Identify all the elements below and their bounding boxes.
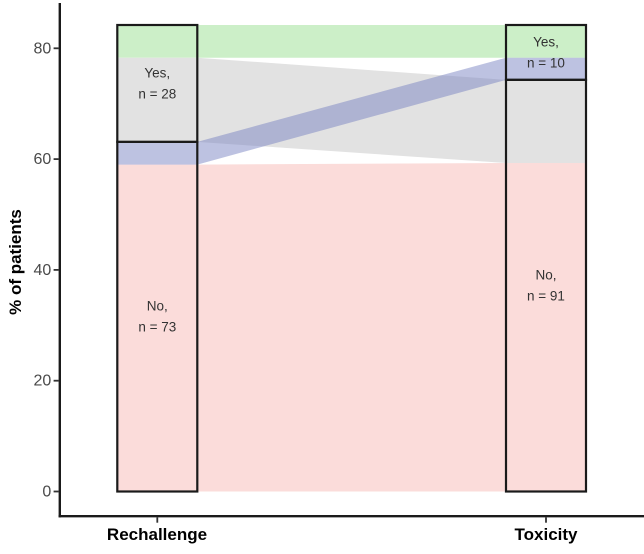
x-axis-label-toxicity: Toxicity — [514, 525, 578, 544]
stratum-box-rechallenge-no — [116, 140, 199, 493]
stratum-label-toxicity-no-line2: n = 91 — [527, 289, 565, 304]
y-tick-label-80: 80 — [34, 40, 52, 57]
flow-rechallenge-yes-to-toxicity-yes — [117, 25, 587, 58]
x-axis-label-rechallenge: Rechallenge — [106, 525, 208, 544]
stratum-label-toxicity-no-line1: No, — [535, 268, 556, 283]
flow-rechallenge-yes-to-toxicity-no — [117, 57, 587, 164]
y-tick-label-60: 60 — [34, 151, 52, 168]
y-tick-label-20: 20 — [34, 373, 52, 390]
flow-rechallenge-no-to-toxicity-no — [117, 163, 587, 492]
y-axis-title: % of patients — [6, 209, 25, 315]
stratum-label-toxicity-yes-line1: Yes, — [533, 35, 559, 50]
stratum-label-rechallenge-yes-line1: Yes, — [144, 66, 170, 81]
flow-rechallenge-no-to-toxicity-yes — [117, 57, 587, 165]
stratum-box-toxicity-no — [504, 78, 588, 493]
stratum-label-toxicity-yes-line2: n = 10 — [527, 56, 565, 71]
stratum-label-rechallenge-no-line1: No, — [147, 299, 168, 314]
y-tick-label-0: 0 — [42, 484, 51, 501]
stratum-label-rechallenge-no-line2: n = 73 — [138, 320, 176, 335]
y-tick-label-40: 40 — [34, 262, 52, 279]
stratum-label-rechallenge-yes-line2: n = 28 — [138, 87, 176, 102]
